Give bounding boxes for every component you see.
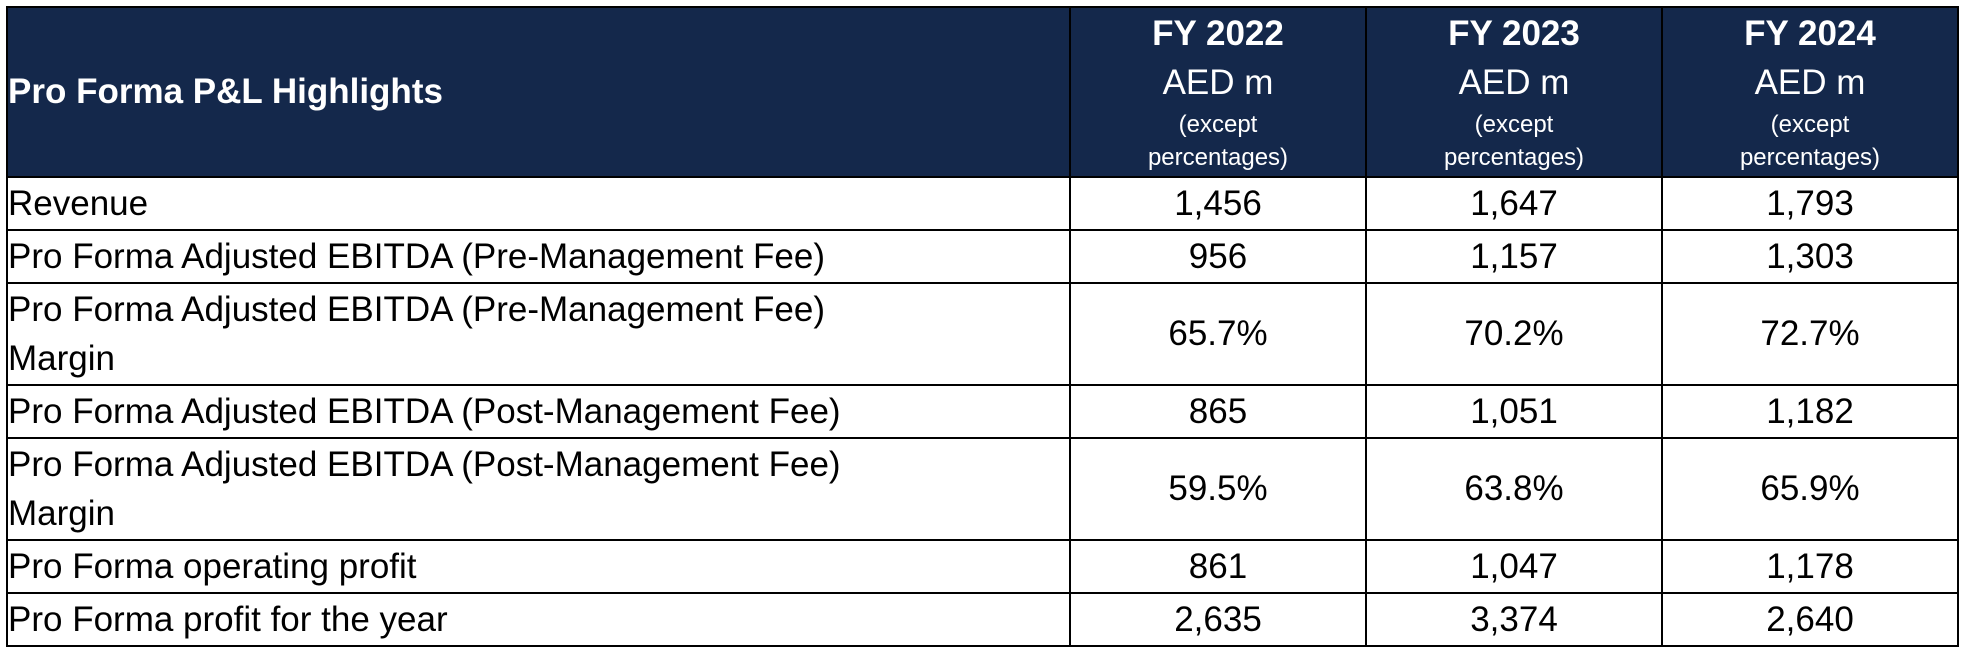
- row-label-line2: Margin: [8, 339, 115, 378]
- table-row-ebitda-post-fee-margin: Pro Forma Adjusted EBITDA (Post-Manageme…: [6, 437, 1959, 541]
- cell-fy2024: 1,793: [1661, 176, 1959, 231]
- column-unit: AED m: [1162, 63, 1274, 102]
- table-title: Pro Forma P&L Highlights: [6, 6, 1071, 178]
- table-body: Revenue 1,456 1,647 1,793 Pro Forma Adju…: [6, 176, 1959, 647]
- cell-fy2023: 1,051: [1365, 384, 1663, 439]
- table-header: Pro Forma P&L Highlights FY 2022 AED m (…: [6, 6, 1959, 178]
- row-label: Pro Forma Adjusted EBITDA (Post-Manageme…: [6, 437, 1071, 541]
- cell-fy2023: 1,157: [1365, 229, 1663, 284]
- row-label-line1: Pro Forma Adjusted EBITDA (Post-Manageme…: [8, 445, 841, 484]
- cell-fy2024: 72.7%: [1661, 282, 1959, 386]
- table-row-operating-profit: Pro Forma operating profit 861 1,047 1,1…: [6, 539, 1959, 594]
- cell-fy2022: 861: [1069, 539, 1367, 594]
- column-note-line2: percentages): [1147, 144, 1289, 171]
- row-label-line1: Pro Forma Adjusted EBITDA (Pre-Managemen…: [8, 290, 825, 329]
- cell-fy2024: 2,640: [1661, 592, 1959, 647]
- cell-fy2022: 59.5%: [1069, 437, 1367, 541]
- row-label: Pro Forma operating profit: [6, 539, 1071, 594]
- row-label: Pro Forma profit for the year: [6, 592, 1071, 647]
- column-note-line1: (except: [1178, 111, 1258, 138]
- table-row-ebitda-pre-fee: Pro Forma Adjusted EBITDA (Pre-Managemen…: [6, 229, 1959, 284]
- row-label: Pro Forma Adjusted EBITDA (Pre-Managemen…: [6, 229, 1071, 284]
- header-row: Pro Forma P&L Highlights FY 2022 AED m (…: [6, 6, 1959, 178]
- column-header-fy2023: FY 2023 AED m (except percentages): [1365, 6, 1663, 178]
- column-note-line1: (except: [1474, 111, 1554, 138]
- row-label: Revenue: [6, 176, 1071, 231]
- cell-fy2024: 1,182: [1661, 384, 1959, 439]
- cell-fy2022: 865: [1069, 384, 1367, 439]
- cell-fy2023: 63.8%: [1365, 437, 1663, 541]
- column-note-line2: percentages): [1739, 144, 1881, 171]
- column-unit: AED m: [1458, 63, 1570, 102]
- cell-fy2023: 70.2%: [1365, 282, 1663, 386]
- cell-fy2023: 1,647: [1365, 176, 1663, 231]
- cell-fy2023: 1,047: [1365, 539, 1663, 594]
- cell-fy2022: 1,456: [1069, 176, 1367, 231]
- cell-fy2022: 956: [1069, 229, 1367, 284]
- cell-fy2024: 1,303: [1661, 229, 1959, 284]
- row-label: Pro Forma Adjusted EBITDA (Post-Manageme…: [6, 384, 1071, 439]
- column-year: FY 2024: [1744, 14, 1876, 53]
- cell-fy2024: 65.9%: [1661, 437, 1959, 541]
- table-row-revenue: Revenue 1,456 1,647 1,793: [6, 176, 1959, 231]
- table-row-ebitda-pre-fee-margin: Pro Forma Adjusted EBITDA (Pre-Managemen…: [6, 282, 1959, 386]
- column-note-line1: (except: [1770, 111, 1850, 138]
- cell-fy2022: 2,635: [1069, 592, 1367, 647]
- column-note-line2: percentages): [1443, 144, 1585, 171]
- column-year: FY 2023: [1448, 14, 1580, 53]
- cell-fy2024: 1,178: [1661, 539, 1959, 594]
- column-unit: AED m: [1754, 63, 1866, 102]
- row-label-line2: Margin: [8, 494, 115, 533]
- column-year: FY 2022: [1152, 14, 1284, 53]
- column-header-fy2022: FY 2022 AED m (except percentages): [1069, 6, 1367, 178]
- pnl-highlights-table: Pro Forma P&L Highlights FY 2022 AED m (…: [6, 6, 1959, 647]
- row-label: Pro Forma Adjusted EBITDA (Pre-Managemen…: [6, 282, 1071, 386]
- cell-fy2022: 65.7%: [1069, 282, 1367, 386]
- column-header-fy2024: FY 2024 AED m (except percentages): [1661, 6, 1959, 178]
- table-row-profit-for-year: Pro Forma profit for the year 2,635 3,37…: [6, 592, 1959, 647]
- cell-fy2023: 3,374: [1365, 592, 1663, 647]
- table-row-ebitda-post-fee: Pro Forma Adjusted EBITDA (Post-Manageme…: [6, 384, 1959, 439]
